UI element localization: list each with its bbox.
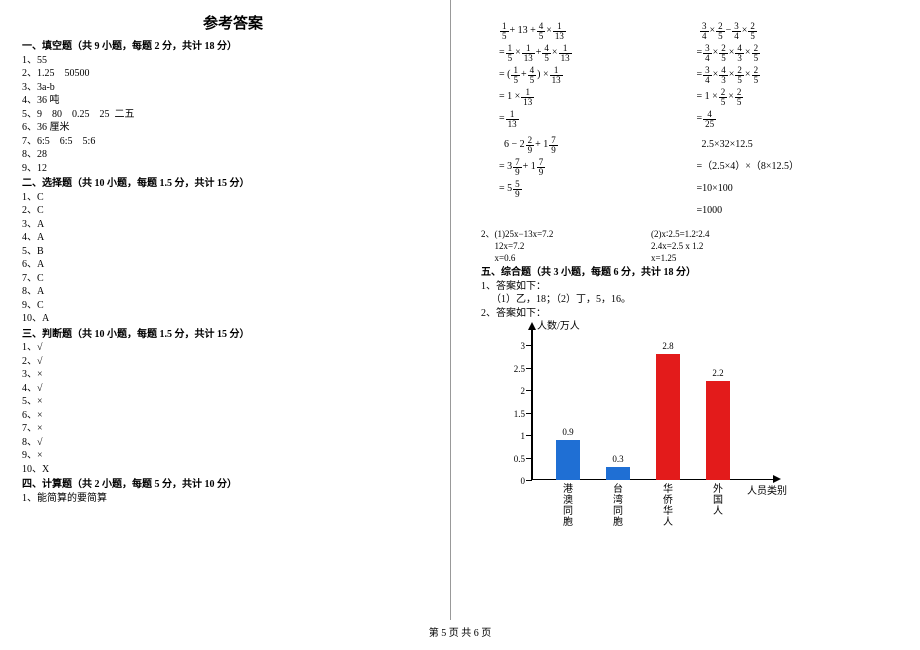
answer-line: 4、36 吨	[22, 94, 444, 108]
page: 参考答案 一、填空题（共 9 小题，每题 2 分，共计 18 分） 1、552、…	[0, 0, 920, 620]
section-1-head: 一、填空题（共 9 小题，每题 2 分，共计 18 分）	[22, 40, 444, 54]
chart-ytick-label: 0	[507, 475, 525, 487]
answer-line: 2、√	[22, 355, 444, 369]
answer-line: 7、6:5 6:5 5:6	[22, 135, 444, 149]
chart-category-label: 港澳同胞	[562, 484, 574, 528]
answer-line: 5、B	[22, 245, 444, 259]
chart-ytick-label: 1	[507, 430, 525, 442]
answer-line: 1、答案如下：	[481, 280, 894, 294]
chart-arrow-y-icon	[528, 322, 536, 330]
section-5-body: 1、答案如下： （1）乙，18；（2）丁，5，16。2、答案如下：	[481, 280, 894, 321]
chart-category-label: 台湾同胞	[612, 484, 624, 528]
chart-category-label: 华侨华人	[662, 484, 674, 528]
answer-line: 5、×	[22, 395, 444, 409]
answer-line: 9、12	[22, 162, 444, 176]
left-column: 参考答案 一、填空题（共 9 小题，每题 2 分，共计 18 分） 1、552、…	[0, 0, 450, 620]
chart-ytick-label: 2	[507, 385, 525, 397]
answer-line: 3、×	[22, 368, 444, 382]
chart-ytick	[526, 480, 532, 481]
answer-line: （1）乙，18；（2）丁，5，16。	[481, 293, 894, 307]
chart-ytick	[526, 413, 532, 414]
section-4-head: 四、计算题（共 2 小题，每题 5 分，共计 10 分）	[22, 478, 444, 492]
chart-ytick-label: 3	[507, 340, 525, 352]
chart-ytick-label: 0.5	[507, 453, 525, 465]
chart-bar-value: 0.9	[556, 426, 580, 438]
answer-line: 10、A	[22, 312, 444, 326]
page-footer: 第 5 页 共 6 页	[0, 620, 920, 639]
math-col-left: 15+ 13 +45×113 =15×113+45×113 = (15+45) …	[481, 20, 697, 222]
section-2-head: 二、选择题（共 10 小题，每题 1.5 分，共计 15 分）	[22, 177, 444, 191]
chart-ytick-label: 2.5	[507, 363, 525, 375]
chart-bar	[706, 381, 730, 480]
section-4-body: 1、能简算的要简算	[22, 492, 444, 506]
answer-line: 3、A	[22, 218, 444, 232]
section-1-body: 1、552、1.25 505003、3a-b4、36 吨5、9 80 0.25 …	[22, 54, 444, 176]
page-title: 参考答案	[22, 14, 444, 34]
answer-line: 8、28	[22, 148, 444, 162]
answer-line: 4、√	[22, 382, 444, 396]
answer-line: 10、X	[22, 463, 444, 477]
chart-bar-value: 2.2	[706, 367, 730, 379]
answer-line: 2、C	[22, 204, 444, 218]
chart-ytick-label: 1.5	[507, 408, 525, 420]
bar-chart: 人数/万人 人员类别 00.511.522.530.9港澳同胞0.3台湾同胞2.…	[501, 322, 781, 502]
chart-category-label: 外国人	[712, 484, 724, 517]
answer-line: 3、3a-b	[22, 81, 444, 95]
answer-line: 9、×	[22, 449, 444, 463]
chart-bar-value: 2.8	[656, 340, 680, 352]
section-2-body: 1、C2、C3、A4、A5、B6、A7、C8、A9、C10、A	[22, 191, 444, 326]
chart-arrow-x-icon	[773, 475, 781, 483]
answer-line: 8、√	[22, 436, 444, 450]
chart-bar	[656, 354, 680, 480]
answer-line: 2、答案如下：	[481, 307, 894, 321]
chart-bar	[606, 467, 630, 481]
answer-line: 1、55	[22, 54, 444, 68]
chart-ytick	[526, 345, 532, 346]
right-column: 15+ 13 +45×113 =15×113+45×113 = (15+45) …	[450, 0, 900, 620]
chart-bar-value: 0.3	[606, 453, 630, 465]
answer-line: 8、A	[22, 285, 444, 299]
chart-ytick	[526, 435, 532, 436]
chart-ytick	[526, 458, 532, 459]
section-5-head: 五、综合题（共 3 小题，每题 6 分，共计 18 分）	[481, 266, 894, 280]
answer-line: 7、×	[22, 422, 444, 436]
answer-line: 7、C	[22, 272, 444, 286]
answer-line: 5、9 80 0.25 25 二五	[22, 108, 444, 122]
chart-ylabel: 人数/万人	[537, 320, 580, 334]
chart-ytick	[526, 368, 532, 369]
answer-line: 4、A	[22, 231, 444, 245]
section-3-head: 三、判断题（共 10 小题，每题 1.5 分，共计 15 分）	[22, 328, 444, 342]
chart-bar	[556, 440, 580, 481]
answer-line: 6、A	[22, 258, 444, 272]
answer-line: 1、C	[22, 191, 444, 205]
answer-line: 6、×	[22, 409, 444, 423]
chart-ytick	[526, 390, 532, 391]
math-col-right: 34×25−34×25 =34×25×43×25 =34×43×25×25 = …	[697, 20, 895, 222]
answer-line: 1、能简算的要简算	[22, 492, 444, 506]
math-block: 15+ 13 +45×113 =15×113+45×113 = (15+45) …	[481, 20, 894, 222]
eqn2: 2、(1)25x−13x=7.2(2)x∶2.5=1.2∶2.4 12x=7.2…	[481, 228, 894, 264]
answer-line: 6、36 厘米	[22, 121, 444, 135]
chart-xlabel: 人员类别	[747, 485, 787, 499]
answer-line: 1、√	[22, 341, 444, 355]
answer-line: 9、C	[22, 299, 444, 313]
answer-line: 2、1.25 50500	[22, 67, 444, 81]
section-3-body: 1、√2、√3、×4、√5、×6、×7、×8、√9、×10、X	[22, 341, 444, 476]
